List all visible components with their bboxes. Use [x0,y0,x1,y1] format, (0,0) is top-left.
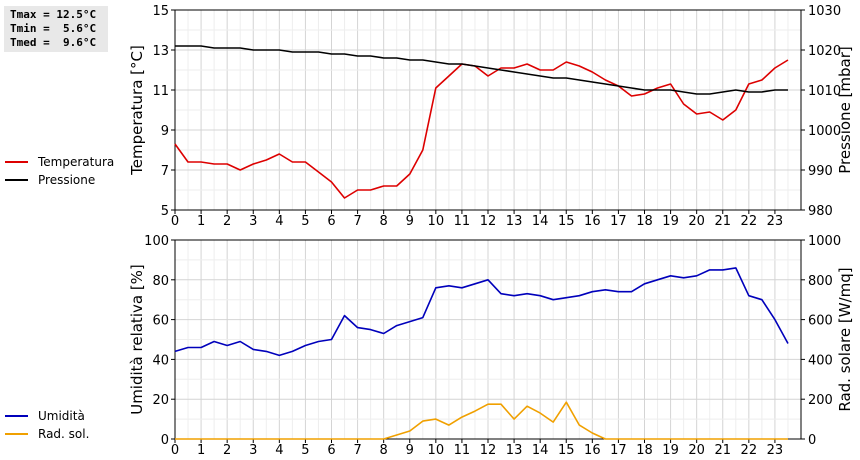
legend-label: Temperatura [37,155,114,169]
x-tick-label: 18 [636,214,653,229]
x-tick-label: 14 [532,214,549,229]
tmin-text: Tmin = 5.6°C [10,22,97,35]
chart-panel-1: 0 1 2 3 4 5 6 7 8 9 10 11 12 13 14 15 16 17 18 19 20 21 22 2357… [5,4,854,229]
y2-tick-label: 1010 [808,84,841,99]
x-tick-label: 2 [223,443,231,458]
x-tick-label: 8 [380,214,388,229]
x-tick-label: 14 [532,443,549,458]
x-tick-label: 1 [197,214,205,229]
x-tick-label: 22 [741,214,758,229]
y2-tick-label: 800 [808,274,833,289]
x-tick-label: 22 [741,443,758,458]
y2-tick-label: 980 [808,204,833,219]
y-axis-title: Temperatura [°C] [128,45,146,176]
x-tick-label: 23 [767,214,784,229]
y-tick-label: 40 [152,353,169,368]
x-tick-label: 19 [662,443,679,458]
x-tick-label: 3 [249,214,257,229]
x-tick-label: 8 [380,443,388,458]
x-tick-label: 10 [428,443,445,458]
y-tick-label: 60 [152,314,169,329]
x-tick-label: 21 [714,443,731,458]
x-tick-label: 1 [197,443,205,458]
x-tick-label: 9 [406,214,414,229]
y2-tick-label: 600 [808,314,833,329]
x-tick-label: 20 [688,443,705,458]
series-line-1-1 [174,59,789,199]
x-tick-label: 7 [353,443,361,458]
x-tick-label: 18 [636,443,653,458]
series-line-2-2 [175,401,788,440]
y2-axis-title: Pressione [mbar] [836,46,854,174]
legend-label: Umidità [38,409,85,423]
tmax-text: Tmax = 12.5°C [10,8,97,21]
x-tick-label: 23 [767,443,784,458]
y2-tick-label: 1000 [808,124,841,139]
x-tick-label: 3 [249,443,257,458]
x-tick-label: 16 [584,214,601,229]
x-tick-label: 4 [275,214,283,229]
x-tick-label: 9 [406,443,414,458]
x-tick-label: 20 [688,214,705,229]
x-tick-label: 0 [171,214,179,229]
x-tick-label: 5 [301,443,309,458]
x-tick-label: 15 [558,214,575,229]
series-line-1-2 [175,45,788,95]
x-tick-label: 6 [327,214,335,229]
x-tick-label: 16 [584,443,601,458]
tmed-text: Tmed = 9.6°C [10,36,97,49]
legend-label: Rad. sol. [38,427,89,441]
x-tick-label: 10 [428,214,445,229]
x-tick-label: 17 [610,214,627,229]
y-tick-label: 11 [152,84,169,99]
x-tick-label: 11 [454,443,471,458]
y2-tick-label: 990 [808,164,833,179]
x-tick-label: 13 [506,443,523,458]
x-tick-label: 12 [480,214,497,229]
x-tick-label: 19 [662,214,679,229]
y-tick-label: 20 [152,393,169,408]
y2-tick-label: 1030 [808,4,841,19]
y-tick-label: 0 [161,433,169,448]
legend-label: Pressione [38,173,95,187]
x-tick-label: 7 [353,214,361,229]
x-tick-label: 15 [558,443,575,458]
y-tick-label: 15 [152,4,169,19]
x-tick-label: 12 [480,443,497,458]
y2-tick-label: 1020 [808,44,841,59]
series-line-2-1 [174,267,789,357]
y2-tick-label: 1000 [808,234,841,249]
x-tick-label: 13 [506,214,523,229]
x-tick-label: 4 [275,443,283,458]
stats-box: Tmax = 12.5°C Tmin = 5.6°C Tmed = 9.6°C [4,6,108,52]
y-tick-label: 13 [152,44,169,59]
x-tick-label: 2 [223,214,231,229]
y2-tick-label: 200 [808,393,833,408]
y-axis-title: Umidità relativa [%] [128,264,146,415]
y-tick-label: 7 [161,164,169,179]
y2-tick-label: 400 [808,353,833,368]
chart-panel-2: 0 1 2 3 4 5 6 7 8 9 10 11 12 13 14 15 16 17 18 19 20 21 22 2302… [5,234,854,458]
y-tick-label: 100 [144,234,169,249]
y-tick-label: 80 [152,274,169,289]
x-tick-label: 11 [454,214,471,229]
x-tick-label: 6 [327,443,335,458]
x-tick-label: 5 [301,214,309,229]
y-tick-label: 9 [161,124,169,139]
x-tick-label: 21 [714,214,731,229]
y2-tick-label: 0 [808,433,816,448]
y2-axis-title: Rad. solare [W/mq] [836,267,854,411]
x-tick-label: 17 [610,443,627,458]
y-tick-label: 5 [161,204,169,219]
x-tick-label: 0 [171,443,179,458]
